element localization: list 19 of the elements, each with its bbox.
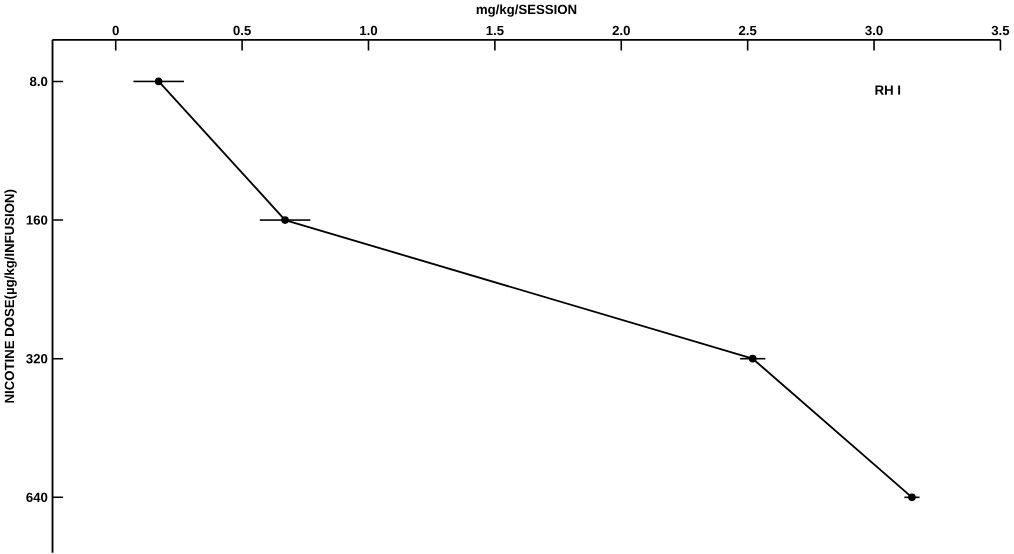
annotation: RH I [875, 85, 901, 95]
y-axis-title: NICOTINE DOSE(µg/kg/INFUSION) [4, 189, 17, 403]
x-tick-label: 1.5 [486, 26, 504, 36]
y-tick-label: 160 [26, 215, 48, 225]
point [154, 77, 163, 86]
point [908, 493, 916, 502]
x-tick-label: 3.5 [991, 25, 1010, 36]
x-tick-label: 1.0 [360, 25, 378, 36]
x-tick-label: 2.5 [738, 25, 757, 36]
x-tick-label: 3.0 [865, 25, 883, 36]
point [281, 216, 289, 225]
x-tick-label: 0 [112, 25, 119, 36]
y-tick-label: 640 [26, 492, 48, 503]
y-tick-label: 8.0 [29, 76, 48, 87]
x-axis-title: mg/kg/SESSION [476, 4, 577, 17]
x-tick-label: 2.0 [612, 25, 630, 36]
x-tick-label: 0.5 [233, 25, 251, 36]
y-tick-label: 320 [26, 354, 48, 364]
point [748, 355, 757, 363]
